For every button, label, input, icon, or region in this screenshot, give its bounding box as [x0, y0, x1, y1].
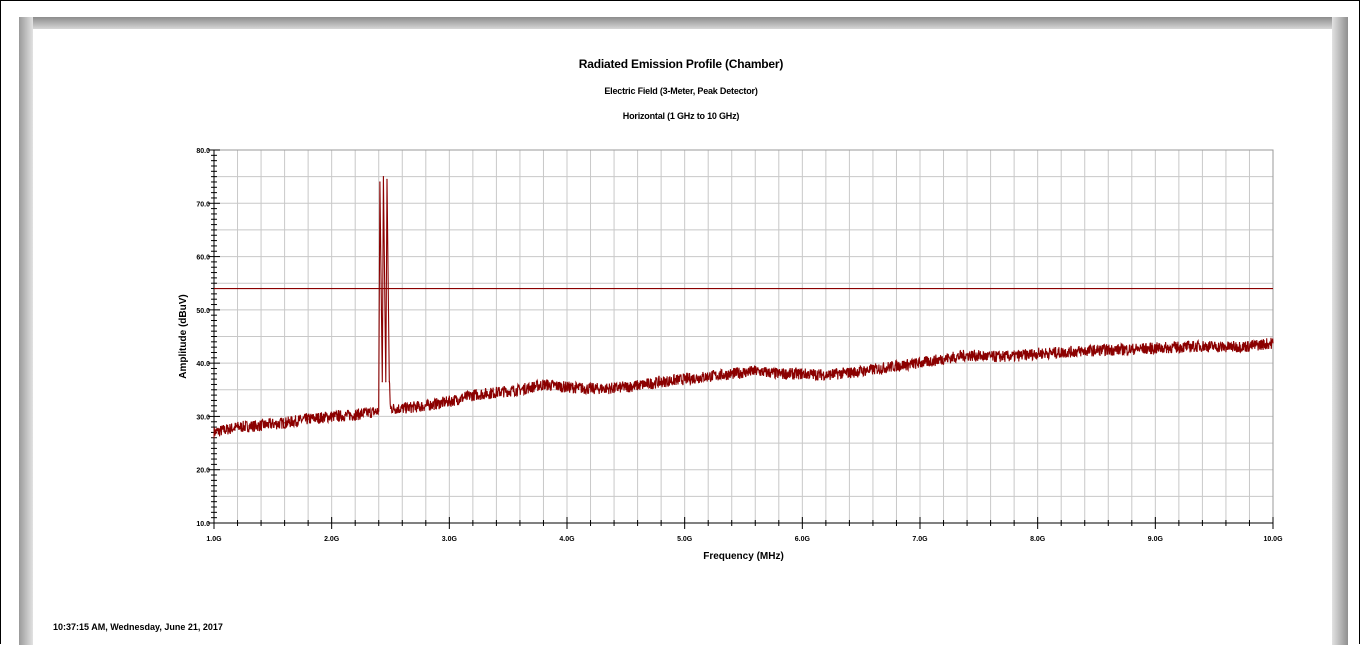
data-point — [401, 407, 403, 410]
data-point — [386, 178, 388, 180]
data-point — [1013, 355, 1015, 357]
data-point — [825, 374, 827, 376]
bevel-right-border — [1332, 17, 1348, 645]
y-tick-label: 10.0 — [196, 521, 210, 528]
data-point — [1060, 351, 1062, 354]
data-point — [542, 383, 545, 386]
data-point — [1272, 342, 1274, 344]
data-point — [378, 410, 380, 412]
data-point — [731, 373, 733, 375]
x-tick-label: 2.0G — [324, 536, 340, 543]
y-tick-labels: 10.0 20.0 30.0 40.0 50.0 60.0 70.0 80.0 — [196, 148, 210, 528]
bevel-top-border — [19, 17, 1348, 29]
y-tick-label: 30.0 — [196, 414, 210, 421]
data-point — [707, 375, 709, 378]
report-timestamp: 10:37:15 AM, Wednesday, June 21, 2017 — [53, 622, 223, 632]
data-point — [848, 372, 851, 374]
data-point — [236, 426, 239, 428]
y-axis-ticks — [208, 149, 220, 524]
data-point — [495, 391, 497, 394]
data-point — [307, 418, 309, 420]
data-point — [260, 424, 262, 427]
data-point — [331, 415, 333, 418]
data-point — [1201, 345, 1203, 347]
data-point — [1178, 346, 1180, 348]
data-point — [872, 368, 874, 371]
data-point — [801, 373, 803, 375]
grid-lines — [214, 150, 1273, 523]
x-tick-label: 5.0G — [677, 536, 693, 543]
data-point — [1037, 352, 1039, 355]
y-tick-label: 20.0 — [196, 468, 210, 475]
x-tick-label: 8.0G — [1030, 536, 1046, 543]
data-point — [1131, 348, 1133, 350]
y-tick-label: 80.0 — [196, 148, 210, 155]
chart-subtitle-detector: Electric Field (3-Meter, Peak Detector) — [604, 86, 758, 96]
y-axis-label: Amplitude (dBuV) — [178, 294, 189, 378]
x-tick-label: 3.0G — [442, 536, 458, 543]
data-point — [684, 378, 686, 380]
chart-subtitle-polarization: Horizontal (1 GHz to 10 GHz) — [622, 111, 740, 121]
x-tick-label: 10.0G — [1263, 536, 1283, 543]
data-point — [778, 373, 780, 375]
data-point — [966, 354, 968, 356]
data-point — [472, 394, 474, 396]
x-tick-label: 7.0G — [912, 536, 928, 543]
x-tick-label: 6.0G — [795, 536, 811, 543]
x-tick-label: 9.0G — [1148, 536, 1164, 543]
data-point — [754, 370, 756, 372]
y-tick-label: 50.0 — [196, 308, 210, 315]
data-point — [1084, 350, 1086, 352]
data-point — [388, 381, 390, 383]
x-tick-label: 1.0G — [206, 536, 222, 543]
x-tick-label: 4.0G — [559, 536, 575, 543]
emission-trace — [213, 176, 1274, 439]
data-point — [660, 381, 662, 383]
y-tick-label: 60.0 — [196, 255, 210, 262]
y-tick-label: 40.0 — [196, 361, 210, 368]
x-axis-ticks — [213, 517, 1274, 529]
data-point — [385, 381, 387, 383]
data-point — [284, 422, 286, 424]
data-point — [895, 365, 898, 367]
data-point — [589, 388, 592, 390]
data-point — [990, 356, 992, 358]
data-points — [213, 176, 1274, 434]
data-point — [448, 400, 450, 403]
data-point — [1154, 347, 1156, 349]
data-point — [382, 176, 385, 178]
x-axis-label: Frequency (MHz) — [703, 551, 784, 562]
data-point — [637, 384, 639, 387]
data-point — [519, 389, 521, 391]
data-point — [566, 386, 568, 388]
bevel-left-border — [19, 17, 33, 645]
data-point — [379, 181, 381, 183]
data-point — [213, 431, 215, 434]
data-point — [1225, 346, 1227, 348]
data-point — [354, 414, 356, 416]
data-point — [381, 381, 383, 383]
data-point — [1107, 349, 1109, 351]
data-point — [425, 405, 427, 407]
y-tick-label: 70.0 — [196, 201, 210, 208]
data-point — [942, 358, 945, 360]
data-point — [1248, 345, 1251, 347]
chart-title: Radiated Emission Profile (Chamber) — [578, 57, 784, 71]
data-point — [389, 407, 392, 410]
data-point — [919, 362, 921, 364]
x-tick-labels: 1.0G 2.0G 3.0G 4.0G 5.0G 6.0G 7.0G 8.0G 9.0G 10.0… — [206, 536, 1283, 543]
data-point — [613, 387, 615, 389]
